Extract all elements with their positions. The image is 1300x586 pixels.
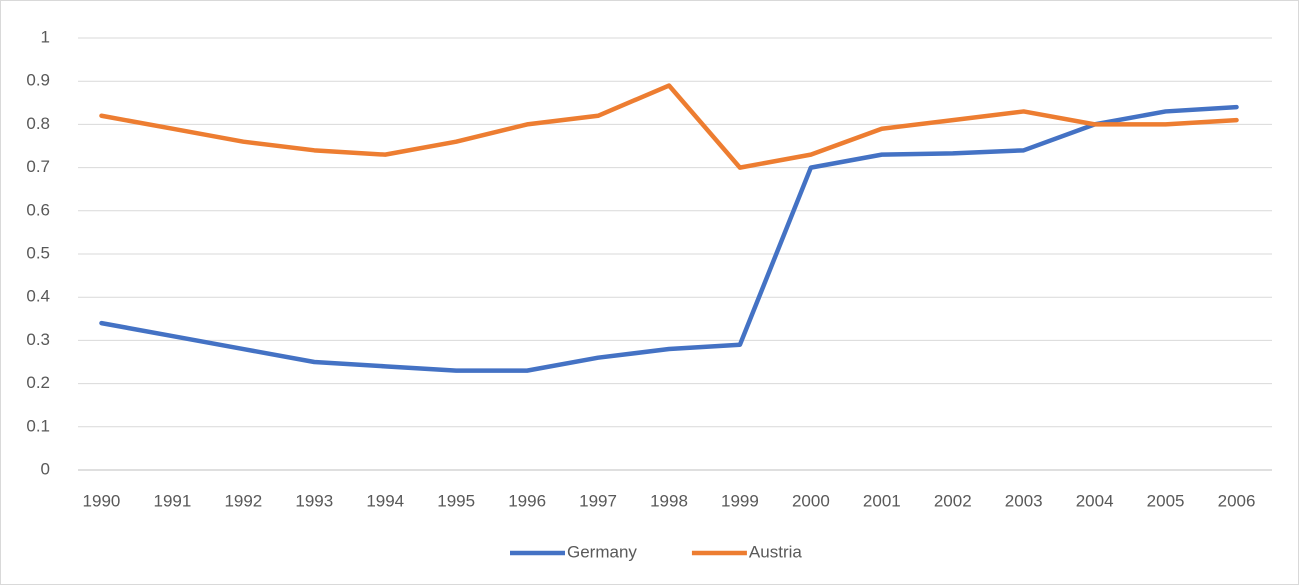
x-tick-label: 1993 [295, 491, 333, 510]
y-tick-label: 0.7 [26, 157, 50, 176]
series-line [99, 104, 1239, 373]
x-tick-label: 2000 [792, 491, 830, 510]
x-tick-label: 1999 [721, 491, 759, 510]
y-tick-label: 0.8 [26, 114, 50, 133]
x-tick-label: 1992 [224, 491, 262, 510]
y-tick-label: 0.2 [26, 373, 50, 392]
x-tick-label: 2002 [934, 491, 972, 510]
y-tick-label: 0 [41, 459, 50, 478]
x-tick-label: 2004 [1076, 491, 1114, 510]
y-tick-label: 0.3 [26, 330, 50, 349]
x-tick-label: 1997 [579, 491, 617, 510]
y-tick-label: 0.1 [26, 416, 50, 435]
y-tick-label: 0.9 [26, 71, 50, 90]
x-tick-label: 1990 [83, 491, 121, 510]
y-tick-label: 0.6 [26, 200, 50, 219]
x-tick-label: 2003 [1005, 491, 1043, 510]
legend-label: Austria [749, 542, 802, 561]
x-tick-label: 1998 [650, 491, 688, 510]
y-tick-label: 1 [41, 27, 50, 46]
x-tick-label: 1996 [508, 491, 546, 510]
y-tick-label: 0.4 [26, 287, 50, 306]
x-tick-label: 2006 [1218, 491, 1256, 510]
x-tick-label: 1991 [153, 491, 191, 510]
x-tick-label: 1995 [437, 491, 475, 510]
x-tick-label: 2005 [1147, 491, 1185, 510]
legend-label: Germany [567, 542, 637, 561]
x-tick-label: 1994 [366, 491, 404, 510]
series-line [99, 83, 1239, 170]
y-tick-label: 0.5 [26, 243, 50, 262]
x-tick-label: 2001 [863, 491, 901, 510]
